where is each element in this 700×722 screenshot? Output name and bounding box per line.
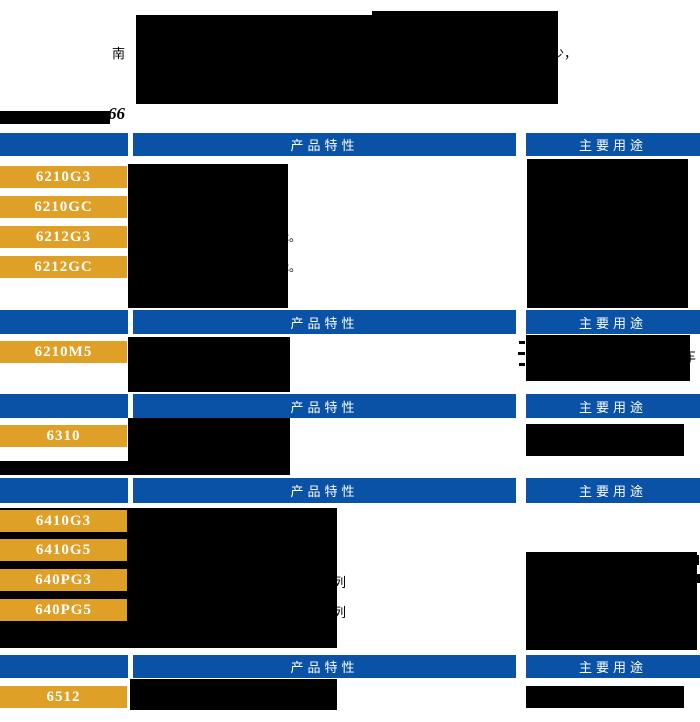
table1-header-usage: 主要用途: [526, 133, 700, 156]
table2-header-grade: [0, 310, 128, 334]
product-code-cell: 6210GC: [0, 196, 127, 218]
intro-first-char: 南: [112, 46, 126, 61]
table4-header-features: 产品特性: [133, 478, 516, 503]
redacted-usage-cell: [527, 159, 688, 308]
table5-header-usage-label: 主要用途: [578, 660, 647, 675]
table2-header-usage: 主要用途: [526, 310, 700, 334]
redacted-block: [372, 11, 558, 17]
product-code-cell: 6310: [0, 425, 127, 447]
redacted-block: [0, 461, 290, 475]
table5-header-usage: 主要用途: [526, 655, 700, 678]
table1-header-features: 产品特性: [133, 133, 516, 156]
redacted-usage-cell: [526, 552, 697, 650]
redacted-features-cell: [128, 418, 290, 461]
redacted-features-cell: [130, 679, 337, 710]
table5-header-features: 产品特性: [133, 655, 516, 678]
table1-header-usage-label: 主要用途: [578, 138, 647, 153]
redacted-paragraph: [136, 15, 558, 104]
page-number: 66: [108, 104, 125, 123]
redacted-usage-cell: [526, 424, 684, 456]
table4-header-features-label: 产品特性: [290, 484, 359, 499]
stroke-fragment: [695, 574, 700, 583]
product-code-cell: 640PG5: [0, 599, 127, 621]
table4-header-usage-label: 主要用途: [578, 484, 647, 499]
table2-header-usage-label: 主要用途: [578, 315, 647, 331]
stroke-fragment: [519, 341, 525, 344]
product-code-cell: 6210G3: [0, 166, 127, 188]
table5-header-features-label: 产品特性: [290, 660, 359, 675]
product-code-cell: 6410G5: [0, 539, 127, 561]
product-code-cell: 6212G3: [0, 226, 127, 248]
table2-header-features-label: 产品特性: [290, 315, 359, 331]
stroke-fragment: [519, 363, 525, 366]
table4-header-grade: [0, 478, 128, 503]
table2-header-features: 产品特性: [133, 310, 516, 334]
redacted-usage-cell: [526, 686, 684, 708]
product-code-cell: 6410G3: [0, 510, 127, 532]
table1-header-features-label: 产品特性: [290, 138, 359, 153]
table3-header-usage-label: 主要用途: [578, 399, 647, 415]
product-code-cell: 6512: [0, 686, 127, 708]
redacted-usage-cell: [526, 335, 690, 381]
product-code-cell: 6210M5: [0, 341, 127, 363]
product-code-cell: 640PG3: [0, 569, 127, 591]
table4-header-usage: 主要用途: [526, 478, 700, 503]
table3-header-features-label: 产品特性: [290, 399, 359, 415]
stroke-fragment: [518, 352, 525, 355]
table3-header-features: 产品特性: [133, 394, 516, 418]
redacted-features-cell: [128, 337, 290, 392]
table5-header-grade: [0, 655, 128, 678]
redacted-features-cell: [128, 164, 288, 308]
table1-header-grade: [0, 133, 128, 156]
product-code-cell: 6212GC: [0, 256, 127, 278]
table3-header-usage: 主要用途: [526, 394, 700, 418]
redacted-caption: [0, 111, 110, 124]
table3-header-grade: [0, 394, 128, 418]
